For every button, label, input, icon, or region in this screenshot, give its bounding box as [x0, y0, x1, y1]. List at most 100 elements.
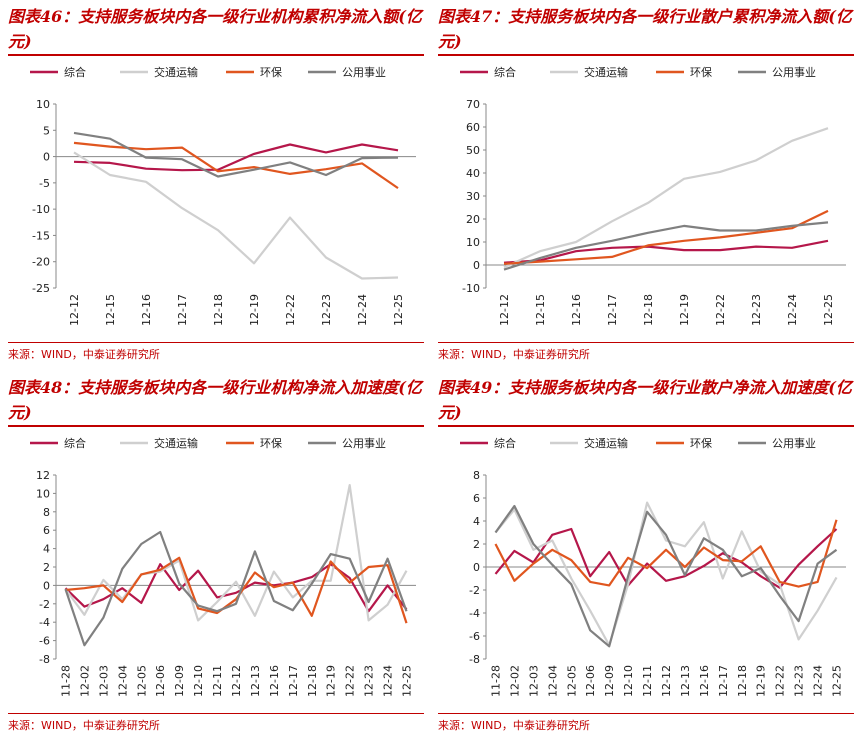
legend-label: 交通运输: [584, 65, 628, 79]
chart: 综合 交通运输 环保 公用事业 -8 -6 -4 -2 0 2 4 6 8 11-28 12-02 12-03…: [460, 436, 846, 697]
y-tick-label: 4: [43, 543, 50, 556]
series-line: [73, 131, 399, 178]
y-tick-label: 8: [43, 506, 50, 519]
x-tick-label: 12-06: [584, 665, 597, 697]
series-line: [503, 127, 829, 269]
y-tick-label: 0: [43, 151, 50, 164]
legend-label: 环保: [260, 436, 282, 450]
chart-panel: 图表46：支持服务板块内各一级行业机构累积净流入额(亿元) 综合 交通运输 环保 公用事…: [0, 0, 430, 371]
series-line: [73, 151, 399, 280]
chart-title: 图表47：支持服务板块内各一级行业散户累积净流入额(亿元): [438, 4, 854, 56]
x-tick-label: 12-25: [392, 294, 405, 326]
y-tick-label: -2: [469, 584, 480, 597]
legend-label: 交通运输: [154, 436, 198, 450]
legend-label: 公用事业: [772, 66, 816, 79]
x-tick-label: 12-25: [401, 665, 414, 697]
x-tick-label: 12-16: [140, 294, 153, 326]
y-tick-label: -15: [32, 229, 50, 242]
y-tick-label: 50: [466, 144, 480, 157]
legend-label: 环保: [690, 65, 712, 79]
y-tick-label: 0: [473, 561, 480, 574]
series-line: [494, 527, 838, 589]
chart-panel: 图表49：支持服务板块内各一级行业散户净流入加速度(亿元) 综合 交通运输 环保 公用事…: [430, 371, 860, 742]
legend-label: 环保: [690, 436, 712, 450]
x-tick-label: 12-12: [498, 294, 511, 326]
x-tick-label: 12-10: [192, 665, 205, 697]
y-tick-label: 30: [466, 190, 480, 203]
y-tick-label: 4: [473, 515, 480, 528]
x-tick-label: 12-25: [831, 665, 844, 697]
source-note: 来源：WIND，中泰证券研究所: [438, 713, 854, 733]
x-tick-label: 12-18: [212, 294, 225, 326]
legend-label: 综合: [64, 65, 86, 79]
x-tick-label: 12-22: [344, 665, 357, 697]
x-tick-label: 12-17: [606, 294, 619, 326]
legend-label: 综合: [494, 436, 516, 450]
legend-label: 公用事业: [772, 437, 816, 450]
x-tick-label: 12-04: [116, 665, 129, 697]
y-tick-label: -2: [39, 598, 50, 611]
series-line: [64, 530, 408, 647]
y-tick-label: 2: [473, 538, 480, 551]
x-tick-label: 12-09: [173, 665, 186, 697]
y-tick-label: -5: [39, 177, 50, 190]
x-tick-label: 12-11: [641, 665, 654, 697]
y-tick-label: -10: [462, 282, 480, 295]
chart-panel: 图表47：支持服务板块内各一级行业散户累积净流入额(亿元) 综合 交通运输 环保 公用事…: [430, 0, 860, 371]
x-tick-label: 12-03: [97, 665, 110, 697]
x-tick-label: 12-19: [755, 665, 768, 697]
y-tick-label: -6: [469, 630, 480, 643]
x-tick-label: 12-17: [176, 294, 189, 326]
x-tick-label: 12-04: [546, 665, 559, 697]
y-tick-label: 10: [466, 236, 480, 249]
x-tick-label: 12-05: [135, 665, 148, 697]
y-tick-label: 70: [466, 98, 480, 111]
x-tick-label: 12-19: [678, 294, 691, 326]
legend-label: 公用事业: [342, 66, 386, 79]
x-tick-label: 12-15: [104, 294, 117, 326]
x-tick-label: 12-16: [268, 665, 281, 697]
x-tick-label: 12-02: [508, 665, 521, 697]
x-tick-label: 12-10: [622, 665, 635, 697]
x-tick-label: 12-11: [211, 665, 224, 697]
y-tick-label: 20: [466, 213, 480, 226]
x-tick-label: 12-19: [325, 665, 338, 697]
x-tick-label: 12-18: [736, 665, 749, 697]
series-line: [64, 484, 408, 622]
series-line: [73, 143, 399, 172]
y-tick-label: -8: [39, 653, 50, 666]
y-tick-label: 6: [473, 492, 480, 505]
source-note: 来源：WIND，中泰证券研究所: [8, 713, 424, 733]
x-tick-label: 12-06: [154, 665, 167, 697]
legend-label: 交通运输: [154, 65, 198, 79]
y-tick-label: 0: [473, 259, 480, 272]
x-tick-label: 12-13: [679, 665, 692, 697]
y-tick-label: -20: [32, 256, 50, 269]
chart-title: 图表49：支持服务板块内各一级行业散户净流入加速度(亿元): [438, 375, 854, 427]
y-tick-label: 6: [43, 524, 50, 537]
x-tick-label: 11-28: [59, 665, 72, 697]
series-line: [494, 504, 838, 648]
series-line: [64, 563, 408, 613]
y-tick-label: 5: [43, 124, 50, 137]
legend-label: 公用事业: [342, 437, 386, 450]
y-tick-label: -25: [32, 282, 50, 295]
y-tick-label: -8: [469, 653, 480, 666]
y-tick-label: 60: [466, 121, 480, 134]
source-note: 来源：WIND，中泰证券研究所: [8, 342, 424, 362]
chart-panel: 图表48：支持服务板块内各一级行业机构净流入加速度(亿元) 综合 交通运输 环保 公用事…: [0, 371, 430, 742]
x-tick-label: 12-17: [717, 665, 730, 697]
x-tick-label: 12-22: [774, 665, 787, 697]
y-tick-label: 2: [43, 561, 50, 574]
y-tick-label: 8: [473, 469, 480, 482]
x-tick-label: 12-23: [793, 665, 806, 697]
x-tick-label: 12-25: [822, 294, 835, 326]
series-line: [503, 221, 829, 271]
x-tick-label: 12-24: [812, 665, 825, 697]
y-tick-label: -10: [32, 203, 50, 216]
y-tick-label: -4: [469, 607, 480, 620]
x-tick-label: 12-18: [642, 294, 655, 326]
x-tick-label: 12-15: [534, 294, 547, 326]
series-line: [494, 501, 838, 647]
